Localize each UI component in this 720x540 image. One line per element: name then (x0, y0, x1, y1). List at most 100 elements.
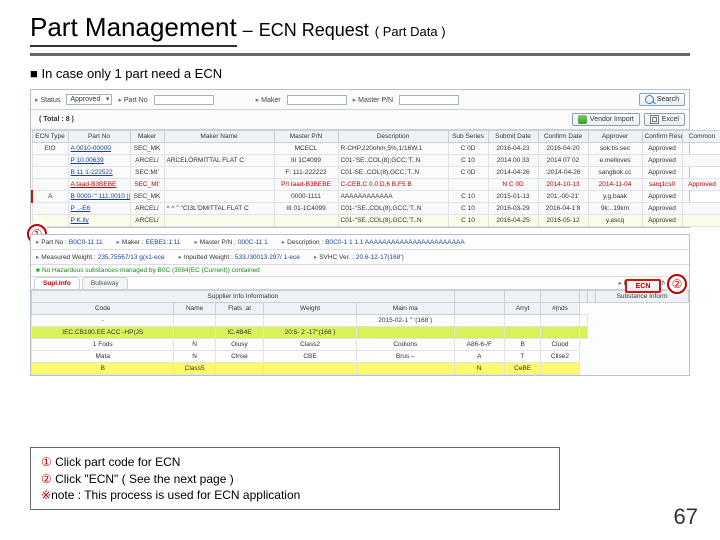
table-header-cell: ECN Type (32, 131, 68, 143)
table-cell: 2014-10-13 (538, 179, 588, 191)
title-main: Part Management (30, 12, 237, 47)
table-cell (164, 215, 274, 227)
table-cell: Approved (642, 167, 682, 179)
title-dash: – (243, 20, 253, 41)
table-cell (164, 143, 274, 155)
part-no-link[interactable]: B 0000-''' 111.0010 |||||| (68, 191, 130, 203)
table-cell: 2014-04-26 (488, 167, 538, 179)
search-icon (645, 95, 654, 104)
table-header-cell: Maker (130, 131, 164, 143)
partno-input[interactable] (154, 95, 214, 105)
title-sub1: ECN Request (259, 20, 369, 41)
part-no-link[interactable]: A taad-B3BEBE (68, 179, 130, 191)
part-no-link[interactable]: A 0010-00000 (68, 143, 130, 155)
table-cell: Approved (682, 179, 720, 191)
table-header-cell: Part No (68, 131, 130, 143)
supplier-table-header-1: Supplier Info InformationSubstance Infor… (32, 291, 689, 303)
detail-panel: Part No :B0C0-11 11Maker :EEBE1:1:11Mast… (30, 234, 690, 376)
title-sub2: ( Part Data ) (375, 24, 446, 39)
table-header-cell: Confirm Date (538, 131, 588, 143)
table-row[interactable]: EIOA 0010-00000SEC_MKMCECLR-CHP,220ohm,5… (32, 143, 720, 155)
part-no-link[interactable]: P ..-E6 (68, 203, 130, 215)
ecn-button[interactable]: ECN (625, 279, 661, 293)
part-no-link[interactable]: B 11 1-222522 (68, 167, 130, 179)
table-cell: C 0D (448, 167, 488, 179)
table-header-cell: Maker Name (164, 131, 274, 143)
table-cell: C01-''SE.,COL(8),GCC,'T..N (338, 215, 448, 227)
table-cell: ARCELÖRMITTAL FLAT C (164, 155, 274, 167)
part-no-link[interactable]: P 10.00639 (68, 155, 130, 167)
maker-input[interactable] (287, 95, 347, 105)
table-cell: :2014-04-26 (538, 167, 588, 179)
masterpn-input[interactable] (399, 95, 459, 105)
table-row[interactable]: P K.llyARCEL/C01-''SE.,COL(8),GCC,'T..NC… (32, 215, 720, 227)
table-cell (32, 203, 68, 215)
table-header-cell: Sub Series (448, 131, 488, 143)
table-cell: P/I taad-B3BEBE (274, 179, 338, 191)
table-cell: Approved (642, 143, 682, 155)
tab-bulkeway[interactable]: Bulkeway (82, 277, 128, 289)
table-cell (32, 167, 68, 179)
vendor-import-button[interactable]: Vendor Import (572, 113, 640, 126)
supplier-row: IEC.CB190.EE ACC -HP(JSIC.4B4E20:5- 2 -1… (32, 327, 689, 339)
table-row[interactable]: P 10.00639ARCEL/ARCELÖRMITTAL FLAT CIII … (32, 155, 720, 167)
table-cell: sangbok.cc (588, 167, 642, 179)
table-cell: A (32, 191, 68, 203)
tab-supl-info[interactable]: Supl.Info (34, 277, 80, 289)
detail-tabs: Supl.Info Bulkeway Battery Type:Normal (31, 277, 689, 290)
part-no-link[interactable]: P K.lly (68, 215, 130, 227)
table-cell: 0000-1111 (274, 191, 338, 203)
detail-meta-row-1: Part No :B0C0-11 11Maker :EEBE1:1:11Mast… (31, 235, 689, 250)
table-row[interactable]: B 11 1-222522SEC.MI'F: 111-222222C01-SE.… (32, 167, 720, 179)
props-row: 1 FodsNOiusyClass2CodionsA86-6-/FBCluod (32, 339, 689, 351)
table-cell: C-CEB,C 0.0 D,6 B,F5 B (338, 179, 448, 191)
detail-pair: Master P/N :000C-11 1 (195, 238, 268, 246)
table-cell: III 01-1C4099 (274, 203, 338, 215)
note-1-text: Click part code for ECN (52, 455, 181, 469)
table-cell: sarq1cs0 (642, 179, 682, 191)
table-cell: N C 0D (488, 179, 538, 191)
table-cell: 2016-03-29 (488, 203, 538, 215)
page-title: Part Management – ECN Request ( Part Dat… (30, 12, 690, 47)
table-header-cell: Confirm Result (642, 131, 682, 143)
table-cell: C01-SE.,COL(8),GCC,'T..N (338, 167, 448, 179)
search-button[interactable]: Search (639, 93, 685, 106)
table-cell: Approved (642, 203, 682, 215)
table-row[interactable]: A taad-B3BEBESEC_MI'P/I taad-B3BEBEC-CEB… (32, 179, 720, 191)
table-cell: SEC.MI' (130, 167, 164, 179)
table-cell (682, 167, 720, 179)
table-cell: ARCEL/ (130, 203, 164, 215)
table-cell: C 10 (448, 215, 488, 227)
note-2-text: Click "ECN" ( See the next page ) (52, 472, 234, 486)
table-cell: 9k:..19km (588, 203, 642, 215)
props-row: BClass5NCeBE (32, 363, 689, 375)
sub-caption: ■ In case only 1 part need a ECN (30, 66, 690, 81)
table-cell: Approved (642, 191, 682, 203)
detail-pair: Part No :B0C0-11 11 (36, 238, 103, 246)
table-cell (682, 215, 720, 227)
detail-pair: Description :B0C0-1 1 1.1 AAAAAAAAAAAAAA… (282, 238, 465, 246)
table-cell: SEC_MK (130, 143, 164, 155)
import-icon (578, 115, 587, 124)
table-cell: 2014-11-04 (588, 179, 642, 191)
status-select[interactable]: Approved (66, 94, 112, 105)
title-divider (30, 53, 690, 56)
note-3-text: note : This process is used for ECN appl… (51, 488, 300, 502)
table-header-cell: Submit Date (488, 131, 538, 143)
detail-pair: SVHC Ver. :20.6-12-17(168') (314, 253, 404, 261)
export-excel-button[interactable]: Excel (644, 113, 685, 126)
supplier-table-header-2: CodeNameFlats :alWeightMain maArryt#|nds (32, 303, 689, 315)
search-panel: Status Approved Part No Maker Master P/N… (30, 89, 690, 228)
table-cell: C 10 (448, 203, 488, 215)
table-cell (164, 167, 274, 179)
detail-pair: Measured Weight :235.75567/13 g(x1-ece (36, 253, 165, 261)
parts-table: ECN TypePart NoMakerMaker NameMaster P/N… (31, 130, 720, 227)
table-header-row: ECN TypePart NoMakerMaker NameMaster P/N… (32, 131, 720, 143)
supplier-table: Supplier Info InformationSubstance Infor… (31, 290, 689, 375)
table-cell: C 10 (448, 191, 488, 203)
table-row[interactable]: AB 0000-''' 111.0010 |||||| SEC_MK0000-1… (32, 191, 720, 203)
search-button-label: Search (657, 96, 679, 103)
table-row[interactable]: P ..-E6ARCEL/^ ^ '' ''CI3L'DMITTAL FLAT … (32, 203, 720, 215)
table-cell: ARCEL/ (130, 215, 164, 227)
note-1-num: ① (41, 455, 52, 469)
